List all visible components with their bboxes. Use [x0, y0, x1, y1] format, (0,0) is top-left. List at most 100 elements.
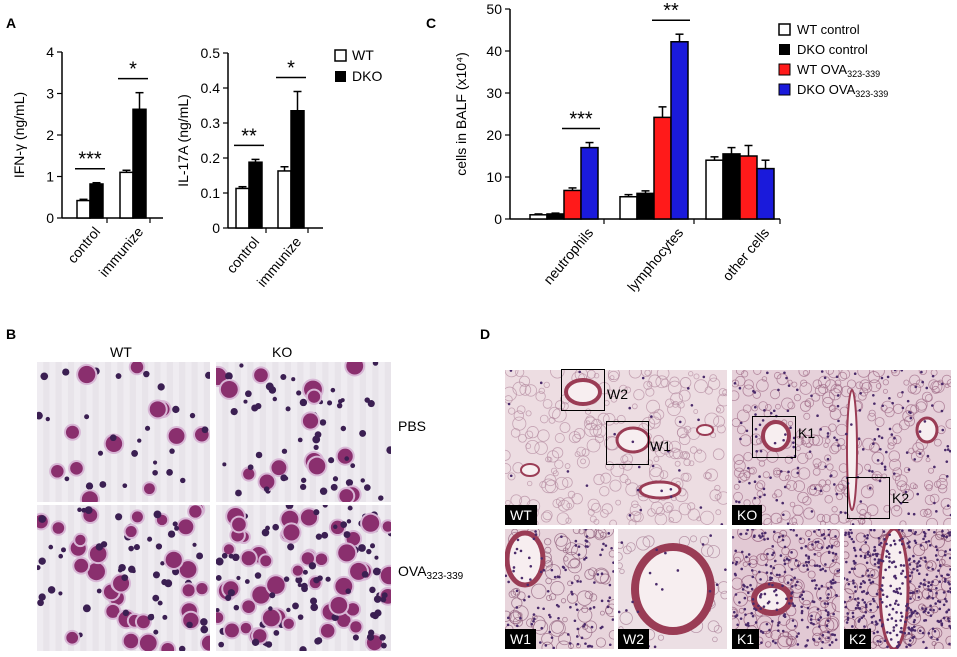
inflammatory-cell [944, 448, 947, 452]
cell-nucleus [369, 586, 376, 594]
alveolar-wall [913, 588, 920, 595]
cell-nucleus [283, 524, 300, 541]
inflammatory-cell [914, 385, 918, 389]
alveolar-wall [544, 474, 557, 487]
alveolar-wall [925, 560, 937, 572]
alveolar-wall [909, 374, 921, 386]
alveolar-wall [667, 380, 682, 395]
alveolar-wall [825, 379, 837, 391]
inflammatory-cell [844, 511, 847, 515]
inflammatory-cell [947, 617, 950, 620]
alveolar-wall [789, 578, 805, 594]
inflammatory-cell [935, 591, 938, 595]
inflammatory-cell [892, 629, 896, 632]
alveolar-wall [807, 541, 817, 551]
y-tick-label: 30 [486, 85, 502, 101]
inflammatory-cell [823, 537, 827, 540]
slide-streak [341, 362, 348, 502]
inflammatory-cell [837, 444, 840, 447]
y-tick-label: 0 [46, 210, 54, 226]
inflammatory-cell [804, 644, 807, 648]
alveolar-wall [518, 433, 527, 443]
inflammatory-cell [802, 564, 806, 567]
cell-nucleus [301, 552, 314, 565]
inflammatory-cell [844, 533, 847, 537]
inflammatory-cell [536, 606, 540, 610]
alveolar-wall [824, 438, 831, 444]
cell-nucleus [340, 425, 347, 432]
alveolar-wall [739, 469, 751, 481]
inflammatory-cell [894, 619, 898, 623]
alveolar-wall [900, 483, 910, 494]
inflammatory-cell [573, 619, 577, 623]
inflammatory-cell [897, 529, 901, 531]
legend-c: WT control DKO control WT OVA323-339 DKO… [778, 22, 888, 99]
inflammatory-cell [864, 541, 868, 544]
alveolar-wall [733, 454, 744, 465]
inflammatory-cell [901, 406, 905, 410]
inflammatory-cell [740, 567, 744, 571]
inflammatory-cell [903, 631, 907, 635]
inflammatory-cell [864, 610, 868, 614]
alveolar-wall [706, 545, 721, 559]
cell-nucleus [130, 362, 144, 374]
inflammatory-cell [849, 529, 852, 531]
inflammatory-cell [908, 580, 912, 583]
cell-nucleus [344, 456, 350, 461]
alveolar-wall [774, 489, 783, 498]
alveolar-wall [893, 504, 901, 512]
inflammatory-cell [946, 448, 950, 451]
inflammatory-cell [761, 532, 764, 535]
inflammatory-cell [936, 599, 940, 603]
inflammatory-cell [820, 370, 824, 373]
inflammatory-cell [870, 573, 874, 577]
cell-nucleus [272, 396, 278, 402]
histology-wt-overview [505, 370, 727, 525]
alveolar-wall [812, 458, 822, 468]
inflammatory-cell [913, 532, 917, 536]
inflammatory-cell [947, 590, 950, 593]
alveolar-wall [601, 503, 613, 515]
cell-nucleus [147, 613, 155, 621]
cell-nucleus [58, 553, 64, 559]
alveolar-wall [924, 494, 936, 506]
inflammatory-cell [948, 624, 951, 628]
alveolar-wall [549, 593, 557, 601]
inflammatory-cell [736, 623, 739, 627]
cell-nucleus [131, 450, 139, 457]
inflammatory-cell [892, 539, 896, 543]
inflammatory-cell [582, 625, 585, 628]
inflammatory-cell [895, 611, 898, 614]
inflammatory-cell [506, 616, 510, 620]
alveolar-wall [827, 370, 840, 379]
legend-c-label-2: DKO control [797, 42, 868, 57]
alveolar-wall [576, 455, 590, 469]
inflammatory-cell [734, 549, 737, 553]
cell-nucleus [243, 468, 255, 480]
alveolar-wall [642, 535, 655, 548]
alveolar-wall [545, 456, 552, 463]
alveolar-wall [515, 370, 525, 377]
alveolar-wall [630, 510, 642, 523]
inflammatory-cell [777, 629, 780, 632]
cell-nucleus [51, 465, 64, 478]
inflammatory-cell [854, 554, 858, 558]
alveolar-wall [890, 370, 898, 374]
inflammatory-cell [769, 578, 772, 582]
x-category-label: immunize [254, 233, 305, 289]
cell-nucleus [350, 463, 356, 469]
alveolar-wall [600, 610, 605, 616]
inflammatory-cell [806, 625, 809, 629]
legend-dko-swatch [335, 71, 346, 82]
inflammatory-cell [885, 595, 889, 598]
cell-nucleus [319, 487, 328, 495]
inflammatory-cell [845, 578, 849, 581]
inflammatory-cell [548, 613, 551, 617]
alveolar-wall [550, 370, 565, 379]
alveolar-wall [776, 373, 789, 386]
inflammatory-cell [826, 587, 830, 590]
inflammatory-cell [697, 418, 700, 422]
alveolar-wall [569, 557, 581, 569]
inflammatory-cell [826, 457, 830, 461]
inflammatory-cell [900, 626, 903, 630]
